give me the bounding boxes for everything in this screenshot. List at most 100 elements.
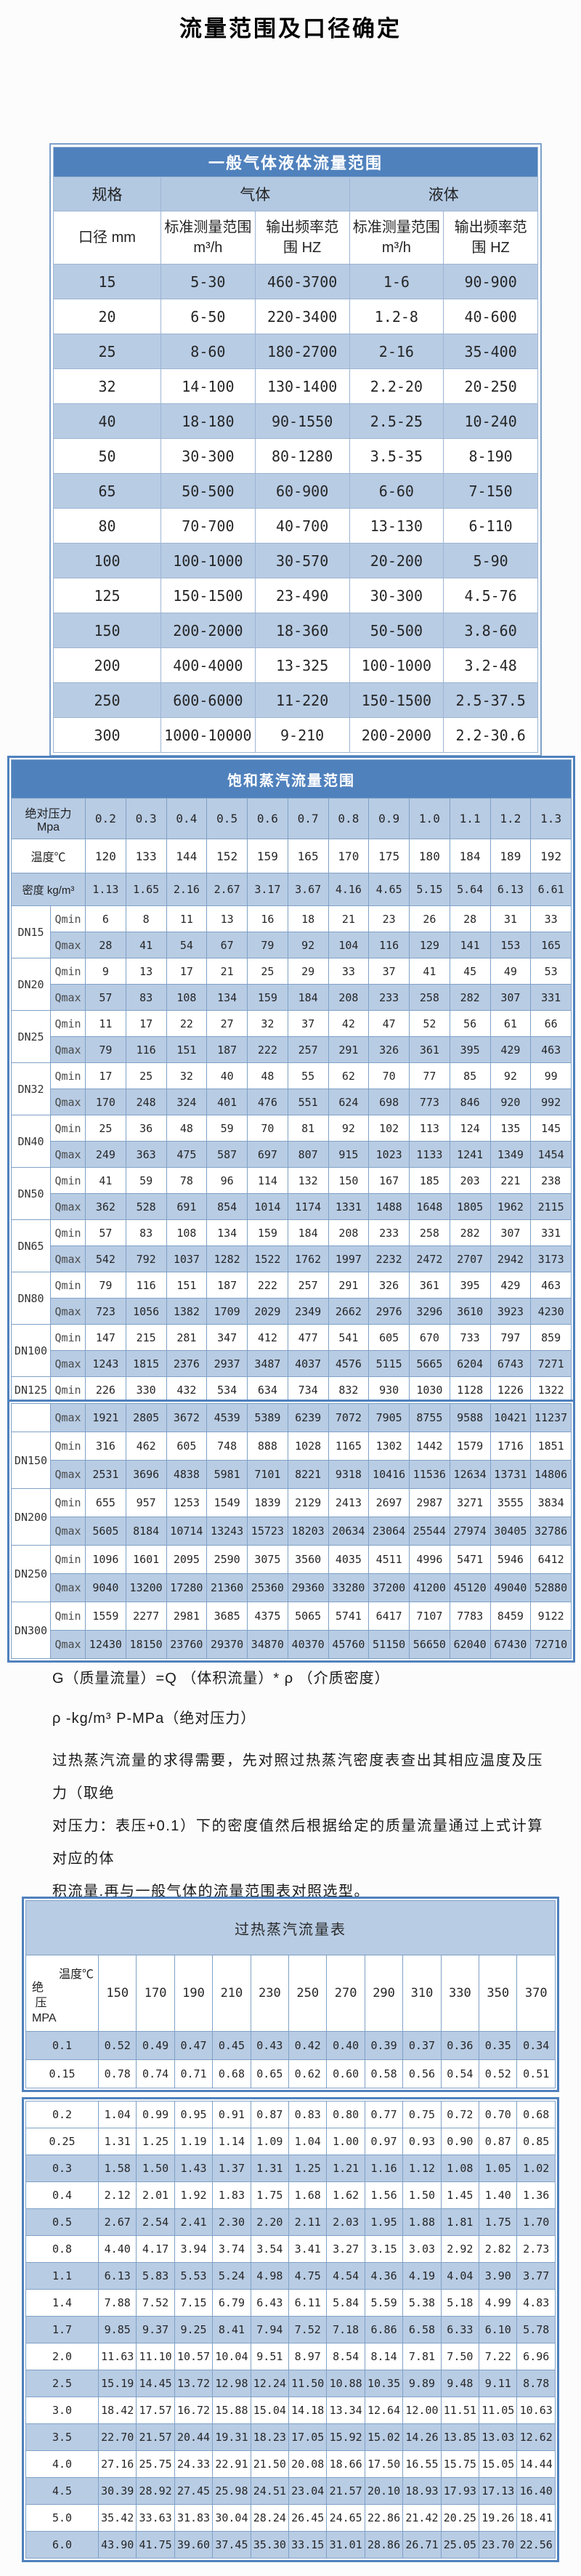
density-cell: 1.00 — [326, 2128, 365, 2155]
qmin-value: 3555 — [489, 1488, 532, 1517]
density-cell: 21.57 — [326, 2477, 365, 2505]
temperature-value: 133 — [125, 839, 167, 873]
temperature-value: 189 — [489, 839, 532, 873]
density-cell: 13.72 — [174, 2370, 214, 2397]
qmin-value: 257 — [287, 1272, 329, 1299]
density-cell: 31.83 — [174, 2504, 214, 2532]
table1-cell: 40-700 — [254, 508, 350, 544]
qmax-value: 45120 — [449, 1573, 491, 1602]
qmax-value: 2472 — [409, 1245, 450, 1272]
qmin-value: 66 — [530, 1010, 572, 1037]
density-cell: 1.95 — [364, 2208, 404, 2236]
density-cell: 0.95 — [174, 2101, 214, 2128]
table1-cell: 20 — [53, 299, 161, 334]
qmax-value: 1762 — [287, 1245, 329, 1272]
qmin-value: 32 — [247, 1010, 288, 1037]
qmin-value: 13 — [206, 905, 248, 932]
temperature-value: 170 — [328, 839, 370, 873]
density-cell: 1.68 — [288, 2181, 328, 2209]
density-cell: 1.02 — [516, 2155, 556, 2182]
density-cell: 25.05 — [440, 2531, 480, 2559]
qmax-value: 34870 — [247, 1630, 288, 1659]
density-cell: 2.41 — [174, 2208, 214, 2236]
density-cell: 0.54 — [440, 2059, 480, 2088]
density-cell: 1.14 — [212, 2128, 251, 2155]
qmax-value: 248 — [125, 1089, 167, 1115]
pressure-row-label: 3.0 — [25, 2397, 99, 2424]
temp-column-header: 190 — [174, 1955, 214, 2032]
qmin-value: 3834 — [530, 1488, 572, 1517]
density-cell: 21.57 — [136, 2423, 175, 2451]
table1-cell: 18-180 — [161, 403, 256, 439]
qmin-value: 1322 — [530, 1376, 572, 1403]
density-cell: 9.11 — [479, 2370, 518, 2397]
density-cell: 39.60 — [174, 2531, 214, 2559]
qmin-value: 92 — [489, 1062, 532, 1089]
density-cell: 3.41 — [288, 2235, 328, 2263]
density-cell: 0.51 — [516, 2059, 556, 2088]
qmin-value: 2413 — [328, 1488, 370, 1517]
qmax-value: 45760 — [328, 1630, 370, 1659]
qmax-value: 2942 — [489, 1245, 532, 1272]
qmin-value: 79 — [85, 1272, 126, 1299]
table1-cell: 30-570 — [254, 543, 350, 578]
qmax-label: Qmax — [50, 1403, 86, 1432]
qmin-value: 11 — [166, 905, 208, 932]
qmin-label: Qmin — [50, 1602, 86, 1631]
density-cell: 7.88 — [97, 2289, 137, 2317]
pressure-value: 1.1 — [449, 798, 491, 839]
table1-cell: 30-300 — [349, 578, 444, 613]
qmin-value: 22 — [166, 1010, 208, 1037]
temp-column-header: 150 — [97, 1955, 137, 2032]
qmin-value: 77 — [409, 1062, 450, 1089]
density-cell: 0.75 — [402, 2101, 442, 2128]
density-cell: 0.52 — [97, 2031, 137, 2060]
density-cell: 3.74 — [212, 2235, 251, 2263]
density-cell: 17.50 — [364, 2450, 404, 2478]
saturated-steam-grid-1: 饱和蒸汽流量范围 绝对压力 Mpa 0.2 0.3 0.4 0.5 0.6 0.7 0.8 0.9… — [11, 759, 572, 1403]
qmax-label: Qmax — [50, 984, 86, 1011]
temp-column-header: 230 — [250, 1955, 290, 2032]
density-cell: 4.54 — [326, 2262, 365, 2290]
qmax-value: 116 — [368, 932, 410, 958]
qmin-value: 331 — [530, 1219, 572, 1246]
qmax-value: 1709 — [206, 1298, 248, 1325]
qmax-value: 542 — [85, 1245, 126, 1272]
qmin-label: Qmin — [50, 1376, 86, 1403]
table3-title: 过热蒸汽流量表 — [25, 1900, 556, 1955]
density-cell: 18.66 — [326, 2450, 365, 2478]
qmax-value: 37200 — [368, 1573, 410, 1602]
density-cell: 0.34 — [516, 2031, 556, 2060]
table1-cell: 20-200 — [349, 543, 444, 578]
spec-header: 规格 — [53, 177, 161, 211]
qmin-value: 477 — [287, 1324, 329, 1351]
qmin-value: 48 — [247, 1062, 288, 1089]
qmax-value: 6239 — [287, 1403, 329, 1432]
density-cell: 1.25 — [288, 2155, 328, 2182]
density-value: 2.67 — [206, 873, 248, 906]
density-cell: 17.57 — [136, 2397, 175, 2424]
qmax-value: 134 — [206, 984, 248, 1011]
density-cell: 0.87 — [479, 2128, 518, 2155]
density-value: 1.13 — [85, 873, 126, 906]
density-cell: 2.30 — [212, 2208, 251, 2236]
qmin-value: 316 — [85, 1432, 126, 1461]
density-cell: 25.75 — [136, 2450, 175, 2478]
qmin-value: 52 — [409, 1010, 450, 1037]
density-cell: 0.43 — [250, 2031, 290, 2060]
pressure-row-label: 0.8 — [25, 2235, 99, 2263]
density-cell: 43.90 — [97, 2531, 137, 2559]
density-cell: 5.59 — [364, 2289, 404, 2317]
density-cell: 0.52 — [479, 2059, 518, 2088]
qmin-value: 134 — [206, 1219, 248, 1246]
density-value: 3.67 — [287, 873, 329, 906]
density-cell: 0.80 — [326, 2101, 365, 2128]
density-cell: 1.83 — [212, 2181, 251, 2209]
density-cell: 1.19 — [174, 2128, 214, 2155]
qmin-value: 85 — [449, 1062, 491, 1089]
qmax-value: 7905 — [368, 1403, 410, 1432]
qmin-label: Qmin — [50, 1167, 86, 1194]
qmin-label: Qmin — [50, 1432, 86, 1461]
density-cell: 11.63 — [97, 2343, 137, 2370]
qmax-label: Qmax — [50, 1573, 86, 1602]
